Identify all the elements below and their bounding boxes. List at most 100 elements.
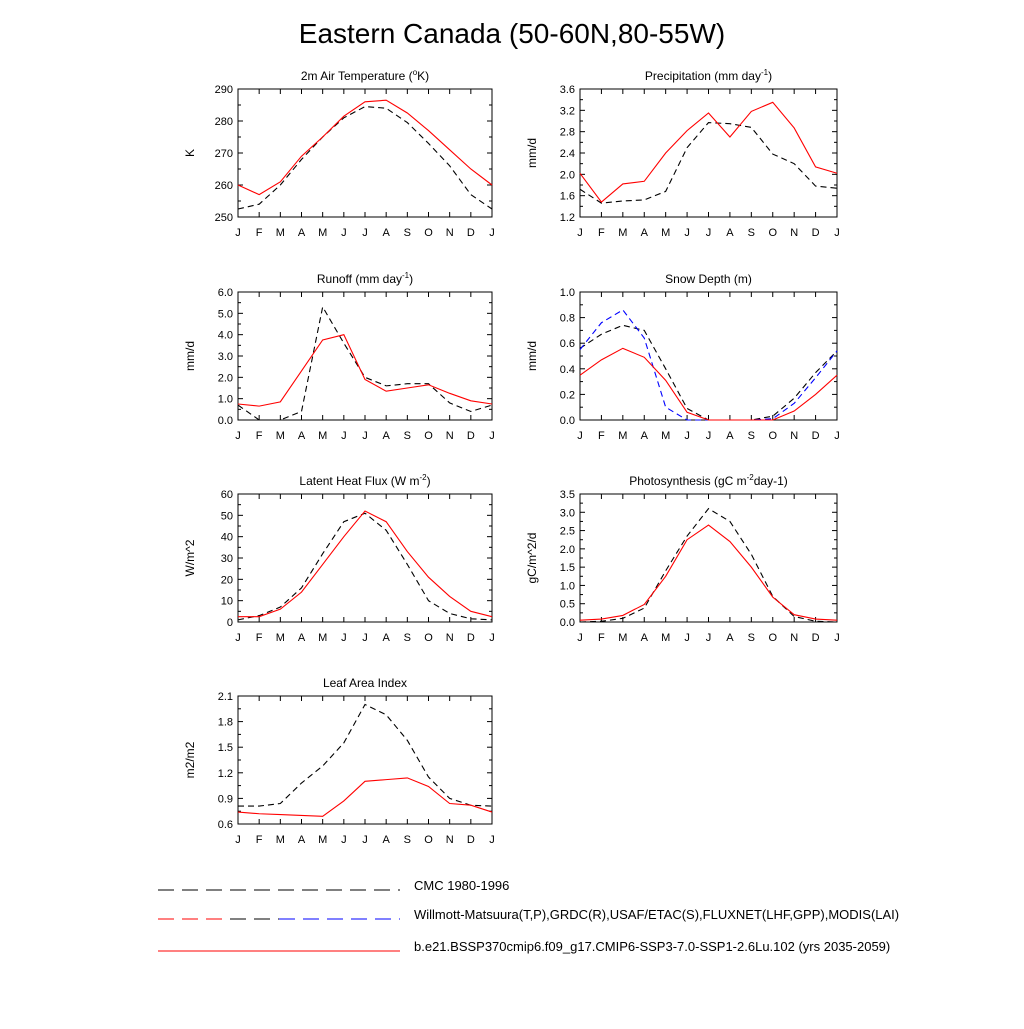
legend-line-cmc <box>158 889 400 891</box>
plot-frame <box>579 88 838 218</box>
x-tick-label: J <box>706 430 712 442</box>
x-tick-label: M <box>318 227 327 239</box>
x-tick-label: J <box>577 632 583 644</box>
x-tick-label: J <box>362 632 368 644</box>
y-tick-label: 1.8 <box>218 717 233 729</box>
x-tick-label: J <box>489 834 495 846</box>
y-tick-label: 0.8 <box>560 313 575 325</box>
x-tick-label: F <box>598 430 605 442</box>
y-axis-label: mm/d <box>183 341 197 371</box>
x-tick-label: D <box>467 632 475 644</box>
x-tick-label: J <box>235 227 241 239</box>
panel-2m-air-temperature-k: 2m Air Temperature (oK) K 250 260 270 280 290 J… <box>183 68 495 239</box>
series-line-solid-red <box>237 777 493 817</box>
x-tick-label: M <box>318 834 327 846</box>
x-tick-label: J <box>577 430 583 442</box>
x-tick-label: O <box>424 632 433 644</box>
x-tick-label: J <box>235 632 241 644</box>
y-tick-label: 0.5 <box>560 599 575 611</box>
panel-title: Precipitation (mm day-1) <box>645 68 772 83</box>
x-tick-label: F <box>256 834 263 846</box>
legend-entry-obs: Willmott-Matsuura(T,P),GRDC(R),USAF/ETAC… <box>0 907 1024 931</box>
x-tick-label: O <box>768 632 777 644</box>
x-tick-label: S <box>748 430 755 442</box>
x-tick-label: M <box>318 430 327 442</box>
series-line-dash-black <box>579 324 838 421</box>
page-title: Eastern Canada (50-60N,80-55W) <box>298 18 726 49</box>
x-tick-label: D <box>467 834 475 846</box>
series-line-solid-red <box>238 510 493 618</box>
x-tick-label: J <box>235 430 241 442</box>
x-tick-label: O <box>424 227 433 239</box>
x-tick-label: J <box>341 227 347 239</box>
x-tick-label: S <box>404 430 411 442</box>
x-tick-label: D <box>812 227 820 239</box>
y-tick-label: 30 <box>221 553 233 565</box>
panel-photosynthesis-gc-m-2day-1: Photosynthesis (gC m-2day-1) gC/m^2/d 0.0 0… <box>525 473 840 644</box>
series-line-dash-blue <box>579 309 838 421</box>
x-tick-label: O <box>768 227 777 239</box>
x-tick-label: S <box>404 227 411 239</box>
x-tick-label: A <box>726 430 734 442</box>
y-tick-label: 2.5 <box>560 526 575 538</box>
y-tick-label: 270 <box>215 148 233 160</box>
panel-precipitation-mm-day-1: Precipitation (mm day-1) mm/d 1.2 1.6 2.0 2.4… <box>525 68 840 239</box>
legend-entry-model: b.e21.BSSP370cmip6.f09_g17.CMIP6-SSP3-7.… <box>0 939 1024 963</box>
series-line-dash-black <box>238 703 493 807</box>
y-tick-label: 280 <box>215 116 233 128</box>
x-tick-label: A <box>382 430 390 442</box>
y-tick-label: 5.0 <box>218 308 233 320</box>
series-line-dash-black <box>579 507 838 623</box>
x-tick-label: M <box>618 632 627 644</box>
x-tick-label: A <box>641 632 649 644</box>
x-tick-label: N <box>446 227 454 239</box>
x-tick-label: A <box>298 227 306 239</box>
series-line-solid-red <box>579 101 838 203</box>
series-line-dash-black <box>579 122 838 204</box>
x-tick-label: J <box>362 834 368 846</box>
x-tick-label: J <box>684 227 690 239</box>
legend-line-obs <box>158 918 400 920</box>
y-axis-label: mm/d <box>525 138 539 168</box>
y-axis-label: K <box>183 149 197 157</box>
x-tick-label: F <box>598 227 605 239</box>
y-tick-label: 0.6 <box>560 338 575 350</box>
plot-frame <box>237 695 493 825</box>
x-tick-label: S <box>404 834 411 846</box>
x-tick-label: N <box>446 632 454 644</box>
y-tick-label: 1.5 <box>218 742 233 754</box>
x-tick-label: J <box>577 227 583 239</box>
x-tick-label: J <box>489 430 495 442</box>
y-tick-label: 2.8 <box>560 127 575 139</box>
legend-label-cmc: CMC 1980-1996 <box>414 878 510 893</box>
y-tick-label: 1.6 <box>560 191 575 203</box>
x-tick-label: J <box>235 834 241 846</box>
panel-title: Leaf Area Index <box>323 676 407 690</box>
x-tick-label: M <box>276 227 285 239</box>
series-line-solid-red <box>237 334 493 407</box>
y-tick-label: 1.0 <box>560 580 575 592</box>
x-tick-label: J <box>834 632 840 644</box>
x-tick-label: N <box>790 632 798 644</box>
x-tick-label: J <box>684 632 690 644</box>
x-tick-label: J <box>362 227 368 239</box>
y-tick-label: 290 <box>215 84 233 96</box>
x-tick-label: D <box>467 430 475 442</box>
x-tick-label: M <box>661 632 670 644</box>
x-tick-label: S <box>748 632 755 644</box>
x-tick-label: N <box>446 834 454 846</box>
x-tick-label: N <box>790 430 798 442</box>
x-tick-label: D <box>812 430 820 442</box>
x-tick-label: J <box>684 430 690 442</box>
x-tick-label: D <box>812 632 820 644</box>
y-tick-label: 0.6 <box>218 819 233 831</box>
series-line-dash-black <box>237 106 493 210</box>
x-tick-label: J <box>489 227 495 239</box>
series-line-dash-black <box>237 305 493 421</box>
panel-title: Latent Heat Flux (W m-2) <box>299 473 430 488</box>
y-tick-label: 0.9 <box>218 793 233 805</box>
series-line-solid-red <box>579 524 838 621</box>
x-tick-label: A <box>641 430 649 442</box>
legend-label-obs: Willmott-Matsuura(T,P),GRDC(R),USAF/ETAC… <box>414 907 900 922</box>
